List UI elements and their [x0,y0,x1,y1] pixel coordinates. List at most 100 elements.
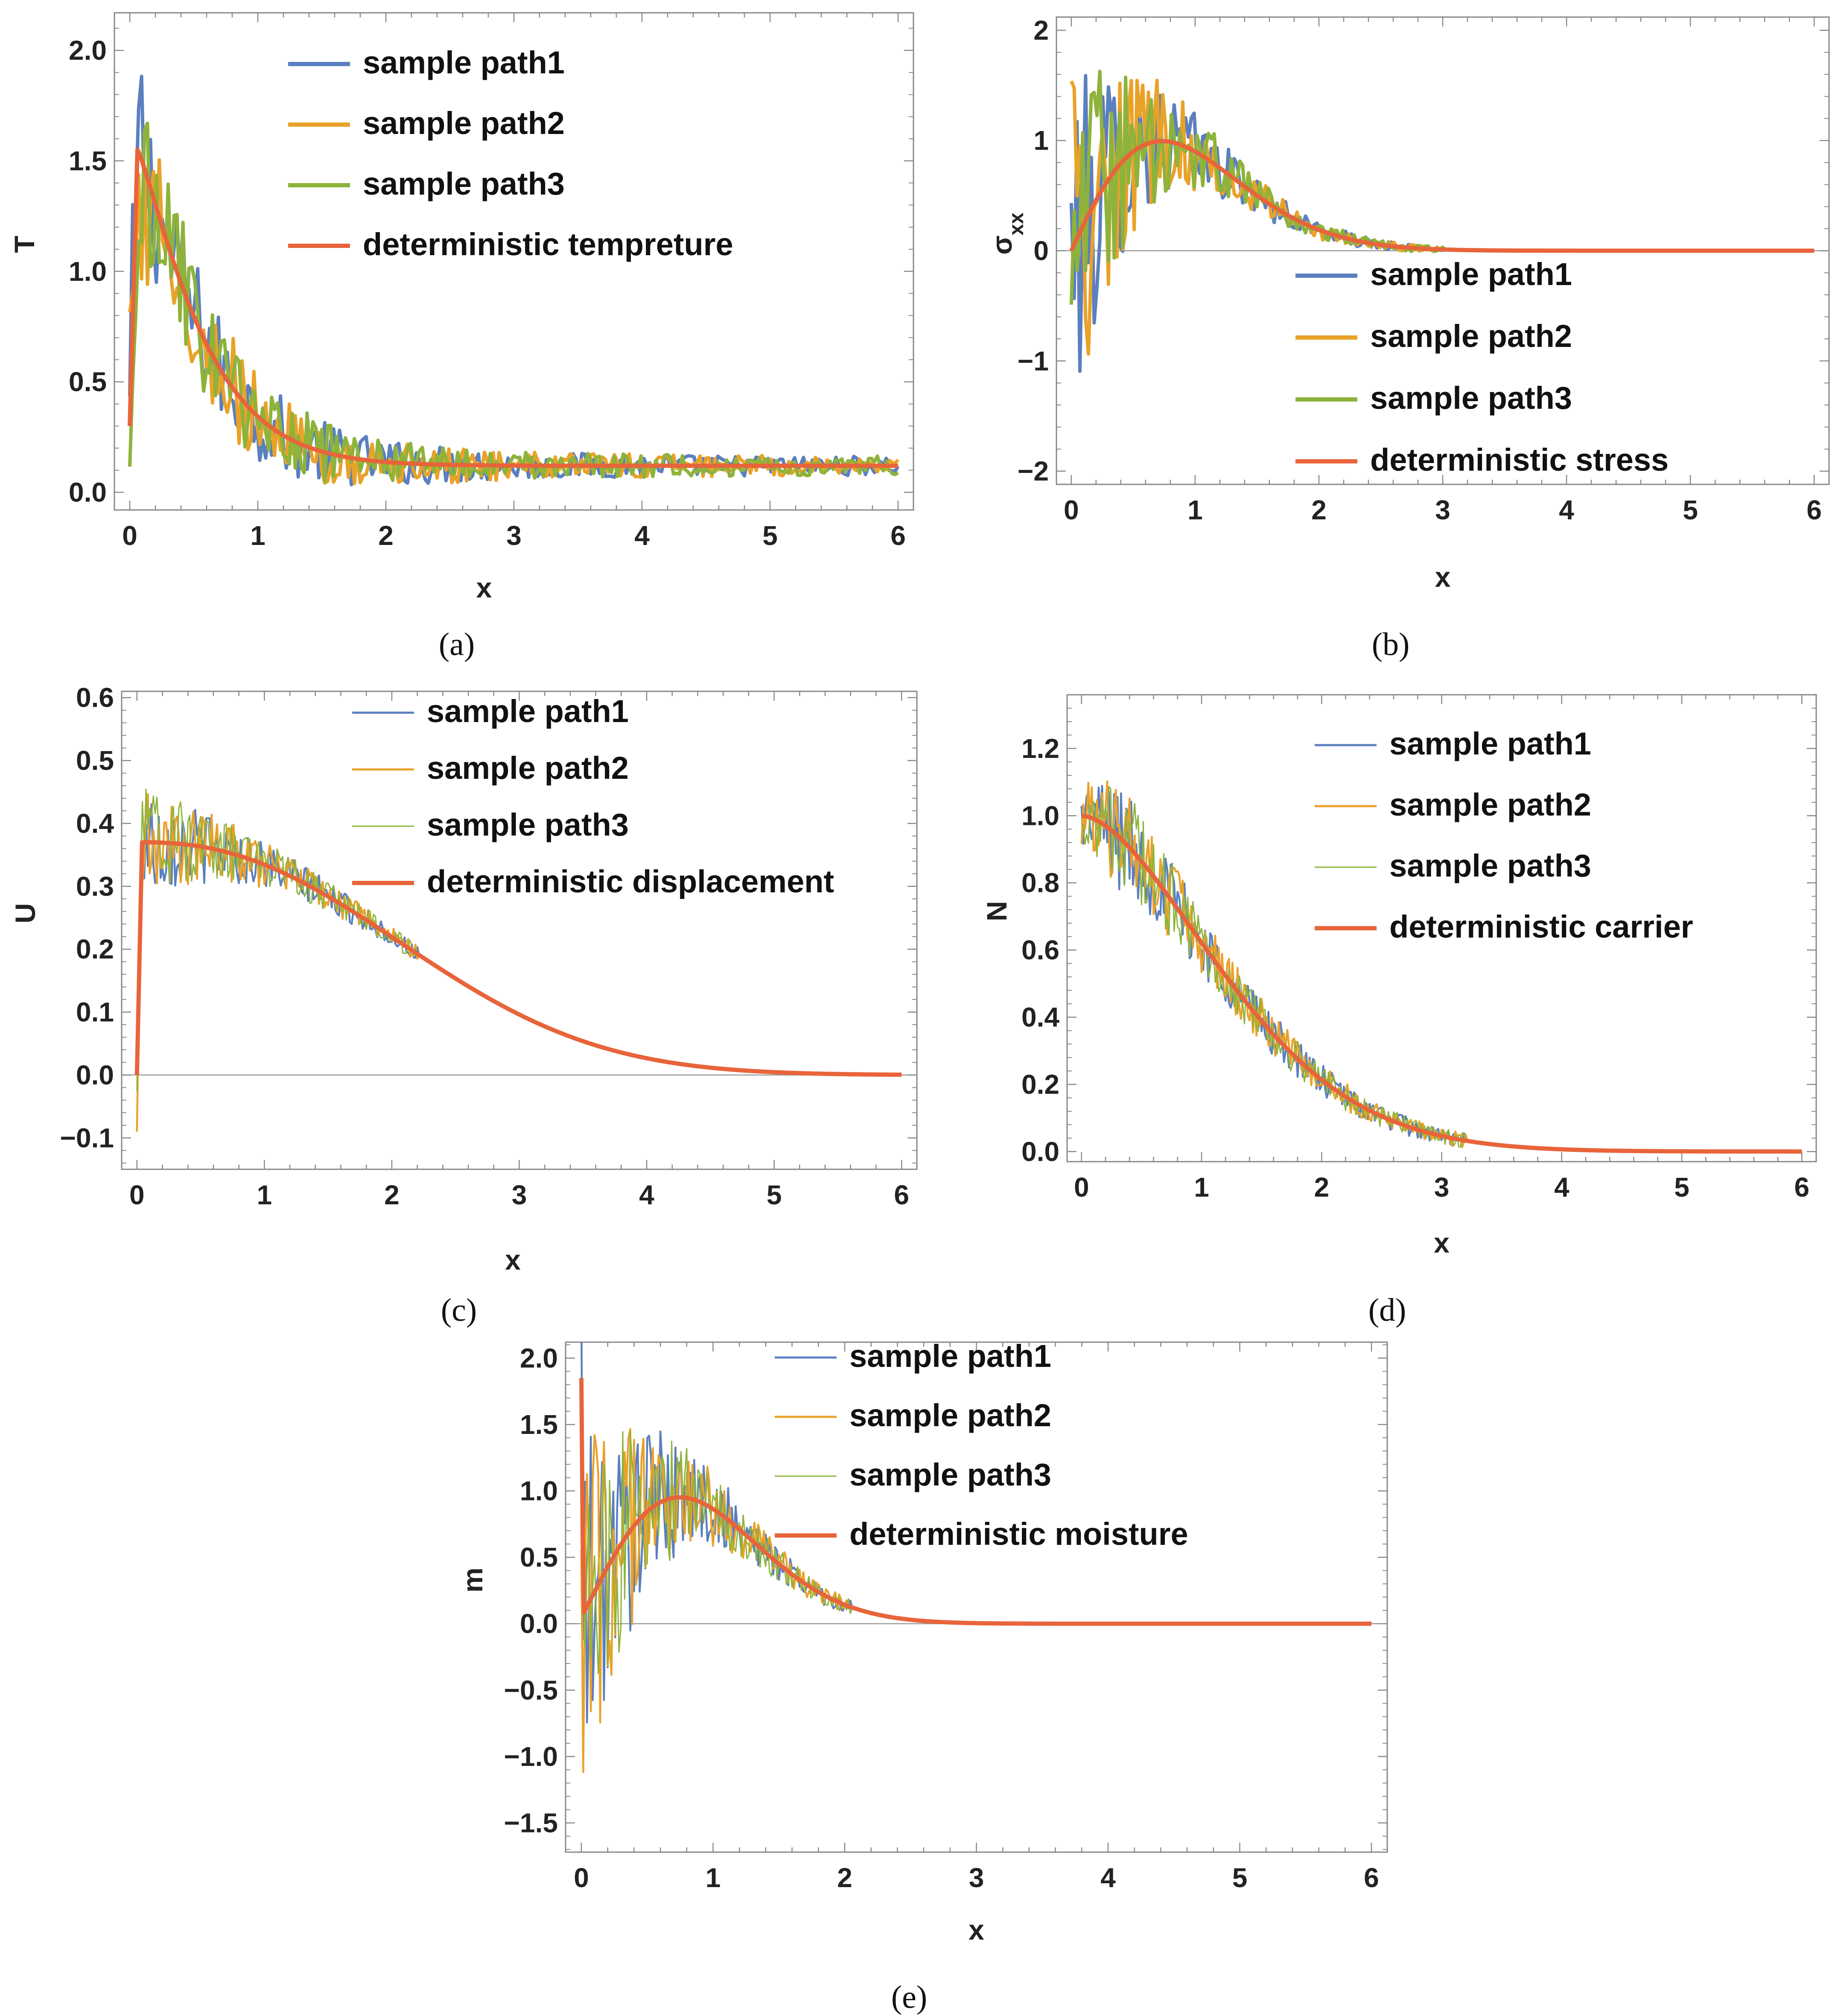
panel-label: (e) [891,1979,927,2015]
x-tick-label: 2 [1311,495,1327,525]
legend-label: sample path2 [1370,318,1572,354]
y-tick-label: 1 [1033,125,1049,156]
x-axis-label: x [969,1914,984,1946]
x-tick-label: 0 [1074,1172,1089,1203]
y-tick-label: 0.6 [1021,935,1059,965]
legend-label: sample path1 [427,693,629,729]
x-tick-label: 6 [894,1180,909,1210]
x-axis-label: x [1434,1227,1450,1259]
legend-label: sample path2 [427,750,629,786]
series-line-deterministic [579,1378,1372,1626]
x-tick-label: 1 [250,520,265,551]
legend-label: sample path2 [1389,787,1591,822]
x-tick-label: 0 [574,1862,589,1893]
x-tick-label: 5 [1674,1172,1689,1203]
x-tick-label: 5 [762,520,778,551]
legend-label: deterministic tempreture [363,227,733,262]
y-tick-label: −2 [1018,456,1049,487]
y-tick-label: 0.0 [76,1060,114,1090]
y-tick-label: 0.4 [76,808,114,839]
y-tick-label: 1.0 [520,1476,558,1506]
x-tick-label: 1 [257,1180,272,1210]
y-axis-label: T [9,236,40,253]
x-tick-label: 1 [1194,1172,1209,1203]
y-tick-label: 0.4 [1021,1002,1059,1033]
plot-area [134,789,903,1132]
y-tick-label: −0.1 [60,1122,114,1153]
legend-label: sample path1 [849,1338,1051,1374]
y-tick-label: 1.5 [69,146,107,176]
x-tick-label: 6 [1794,1172,1809,1203]
x-tick-label: 1 [1187,495,1203,525]
panel-label: (a) [439,626,475,662]
y-axis-label: N [981,901,1012,921]
legend: sample path1 sample path2 sample path3 dete… [775,1338,1188,1552]
legend-label: deterministic carrier [1389,909,1693,944]
x-tick-label: 6 [1806,495,1822,525]
legend-label: sample path1 [363,45,565,80]
y-tick-label: 0.0 [1021,1136,1059,1167]
legend-label: sample path3 [363,166,565,201]
y-tick-label: 0.0 [520,1608,558,1639]
x-tick-label: 6 [890,520,906,551]
x-tick-label: 0 [129,1180,145,1210]
plot-area [1080,780,1803,1154]
x-axis-label: x [1435,561,1451,593]
y-tick-label: 1.0 [69,256,107,287]
y-tick-label: −0.5 [504,1675,558,1705]
y-axis-label: m [457,1567,488,1593]
y-tick-label: −1.5 [504,1808,558,1838]
legend-label: sample path2 [363,105,565,141]
series-line-deterministic [1080,813,1803,1154]
y-tick-label: 2.0 [69,35,107,66]
x-tick-label: 1 [706,1862,721,1893]
y-axis-label: σxx [986,213,1028,255]
legend: sample path1 sample path2 sample path3 dete… [1295,256,1669,478]
x-tick-label: 4 [1100,1862,1116,1893]
x-tick-label: 0 [1064,495,1079,525]
y-tick-label: 0.3 [76,871,114,902]
legend-label: sample path3 [1370,380,1572,416]
x-tick-label: 3 [969,1862,984,1893]
plot-area [128,74,900,487]
series-line-2 [136,793,902,1132]
x-tick-label: 4 [1554,1172,1570,1203]
legend-label: deterministic moisture [849,1516,1188,1552]
y-tick-label: 0.5 [69,367,107,397]
x-tick-label: 3 [1435,495,1450,525]
chart-e: 0 1 2 3 4 5 6 −1.5 −1.0 −0.5 0.0 0.5 1.0 1.5 2.0 x m samp… [457,1338,1388,2015]
y-tick-label: 1.5 [520,1409,558,1440]
legend-label: sample path2 [849,1398,1051,1433]
minor-ticks [122,691,917,1169]
series-line-deterministic [1069,139,1815,253]
x-tick-label: 5 [1232,1862,1248,1893]
chart-c: 0 1 2 3 4 5 6 −0.1 0.0 0.1 0.2 0.3 0.4 0.5 0.6 x Usample… [9,682,918,1328]
x-tick-label: 3 [1434,1172,1450,1203]
y-tick-label: 0.2 [1021,1069,1059,1100]
legend: sample path1 sample path2 sample path3 dete… [352,693,834,899]
x-tick-label: 6 [1364,1862,1379,1893]
x-tick-label: 4 [634,520,650,551]
legend-label: deterministic displacement [427,864,834,899]
y-tick-label: 0.2 [76,934,114,964]
minor-ticks [1067,695,1816,1162]
x-tick-label: 3 [506,520,522,551]
legend-label: sample path3 [1389,848,1591,883]
panel-label: (c) [441,1292,477,1328]
series-line-3 [1081,786,1802,1152]
y-tick-label: 0.6 [76,682,114,713]
legend-label: sample path1 [1370,256,1572,292]
panel-label: (b) [1372,626,1410,662]
series-line-deterministic [134,840,903,1077]
panel-label: (d) [1368,1292,1406,1328]
x-axis-label: x [505,1244,521,1276]
y-tick-label: 0.1 [76,997,114,1028]
series-line-deterministic [128,148,899,468]
x-tick-label: 3 [512,1180,527,1210]
legend-label: sample path1 [1389,726,1591,761]
y-tick-label: 1.0 [1021,800,1059,831]
